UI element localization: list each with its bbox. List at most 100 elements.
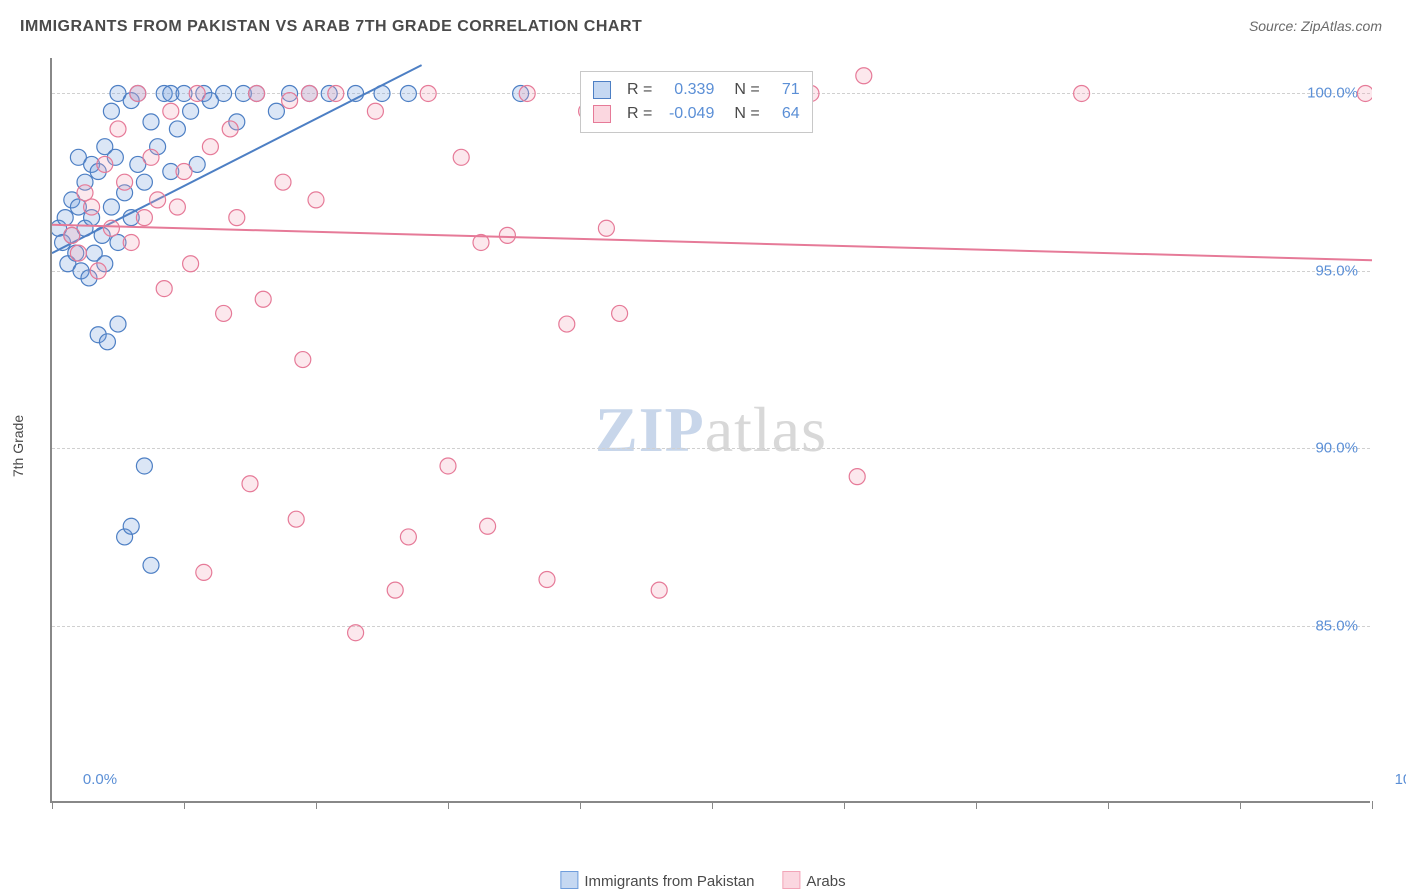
data-point [169, 121, 185, 137]
data-point [136, 458, 152, 474]
data-point [103, 220, 119, 236]
data-point [130, 85, 146, 101]
data-point [651, 582, 667, 598]
source-attribution: Source: ZipAtlas.com [1249, 18, 1382, 34]
data-point [169, 199, 185, 215]
data-point [387, 582, 403, 598]
data-point [242, 476, 258, 492]
data-point [453, 149, 469, 165]
x-tick [1372, 801, 1373, 809]
data-point [99, 334, 115, 350]
legend-swatch-icon [593, 81, 611, 99]
r-value: -0.049 [662, 102, 714, 126]
x-legend-label: Immigrants from Pakistan [584, 873, 754, 890]
r-label: R = [627, 102, 652, 126]
legend-swatch-icon [560, 871, 578, 889]
stats-box: R = 0.339 N = 71 R = -0.049 N = 64 [580, 71, 813, 133]
data-point [499, 227, 515, 243]
data-point [123, 234, 139, 250]
data-point [295, 352, 311, 368]
n-value: 71 [770, 78, 800, 102]
data-point [328, 85, 344, 101]
data-point [249, 85, 265, 101]
data-point [176, 164, 192, 180]
data-point [420, 85, 436, 101]
data-point [1074, 85, 1090, 101]
data-point [84, 199, 100, 215]
data-point [440, 458, 456, 474]
r-value: 0.339 [662, 78, 714, 102]
data-point [110, 316, 126, 332]
data-point [202, 139, 218, 155]
data-point [163, 103, 179, 119]
data-point [308, 192, 324, 208]
data-point [367, 103, 383, 119]
data-point [216, 305, 232, 321]
data-point [70, 245, 86, 261]
data-point [183, 103, 199, 119]
data-point [90, 263, 106, 279]
data-point [480, 518, 496, 534]
n-label: N = [734, 78, 759, 102]
data-point [57, 210, 73, 226]
data-point [103, 103, 119, 119]
stats-row: R = 0.339 N = 71 [593, 78, 800, 102]
data-point [196, 564, 212, 580]
y-axis-label: 7th Grade [10, 415, 26, 477]
data-point [156, 281, 172, 297]
source-prefix: Source: [1249, 18, 1301, 34]
x-legend-item: Immigrants from Pakistan [560, 871, 754, 890]
data-point [1357, 85, 1372, 101]
data-point [348, 625, 364, 641]
r-label: R = [627, 78, 652, 102]
data-point [123, 518, 139, 534]
data-point [400, 85, 416, 101]
data-point [103, 199, 119, 215]
data-point [77, 185, 93, 201]
data-point [598, 220, 614, 236]
data-point [64, 227, 80, 243]
chart-title: IMMIGRANTS FROM PAKISTAN VS ARAB 7TH GRA… [20, 18, 642, 36]
scatter-svg [52, 58, 1372, 803]
data-point [143, 149, 159, 165]
trend-line [52, 225, 1372, 260]
data-point [136, 210, 152, 226]
data-point [229, 210, 245, 226]
data-point [856, 68, 872, 84]
data-point [539, 572, 555, 588]
data-point [110, 121, 126, 137]
data-point [216, 85, 232, 101]
chart-container: ZIPatlas 85.0%90.0%95.0%100.0%R =0.339N … [50, 50, 1380, 820]
data-point [282, 93, 298, 109]
data-point [117, 174, 133, 190]
stats-row: R = -0.049 N = 64 [593, 102, 800, 126]
data-point [97, 156, 113, 172]
data-point [559, 316, 575, 332]
n-label: N = [734, 102, 759, 126]
legend-swatch-icon [593, 105, 611, 123]
x-legend-label: Arabs [806, 873, 845, 890]
source-name: ZipAtlas.com [1301, 18, 1382, 34]
data-point [143, 557, 159, 573]
data-point [189, 85, 205, 101]
data-point [143, 114, 159, 130]
data-point [150, 192, 166, 208]
data-point [183, 256, 199, 272]
data-point [288, 511, 304, 527]
x-tick-label: 0.0% [83, 771, 117, 788]
x-legend-item: Arabs [782, 871, 845, 890]
data-point [275, 174, 291, 190]
data-point [849, 469, 865, 485]
legend-swatch-icon [782, 871, 800, 889]
data-point [519, 85, 535, 101]
n-value: 64 [770, 102, 800, 126]
data-point [222, 121, 238, 137]
data-point [612, 305, 628, 321]
data-point [301, 85, 317, 101]
plot-area: ZIPatlas 85.0%90.0%95.0%100.0%R =0.339N … [50, 58, 1370, 803]
data-point [400, 529, 416, 545]
data-point [136, 174, 152, 190]
data-point [268, 103, 284, 119]
data-point [255, 291, 271, 307]
x-tick-label: 100.0% [1395, 771, 1406, 788]
